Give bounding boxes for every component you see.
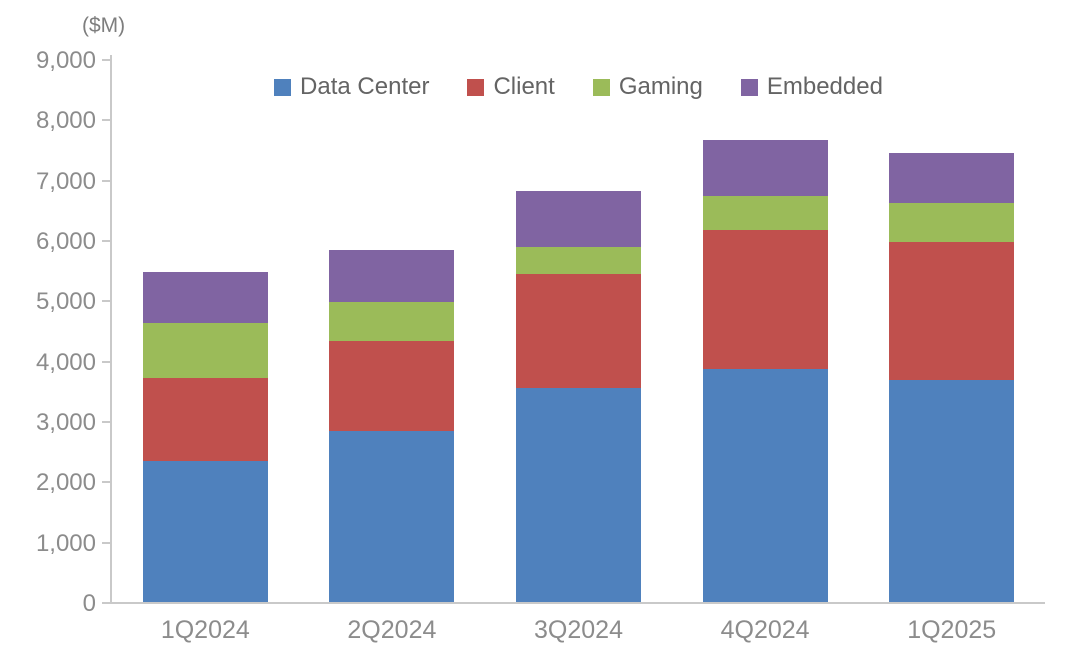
bar-segment-data-center-4q2024 [702,369,828,602]
x-axis-label: 3Q2024 [534,616,623,644]
y-axis-tick-label: 5,000 [35,288,96,316]
legend-label: Data Center [300,73,430,100]
bar-segment-client-1q2024 [142,378,268,461]
legend-label: Embedded [766,73,883,100]
bar-segment-embedded-4q2024 [702,139,828,196]
legend-item-data-center: Data Center [274,75,429,99]
legend-item-gaming: Gaming [592,73,703,100]
bar-stack-1q2025 [889,0,1015,602]
bar-segment-embedded-1q2025 [889,153,1015,203]
legend-swatch-data-center [274,78,292,96]
y-axis-line [110,55,112,604]
y-axis-unit-label: ($M) [82,14,126,37]
x-axis-label: 4Q2024 [720,616,810,644]
legend-swatch-client [467,78,485,96]
bar-segment-data-center-1q2025 [889,380,1015,602]
y-axis-tick-label: 9,000 [35,47,96,74]
bar-stack-2q2024 [329,0,455,602]
bar-segment-data-center-2q2024 [329,431,455,602]
y-axis-tick [102,421,110,423]
y-axis-tick [102,481,110,484]
x-axis-line [110,602,1045,604]
y-axis-tick-label: 4,000 [35,348,96,376]
y-axis-tick [102,360,110,363]
legend-item-embedded: Embedded [740,73,883,100]
bar-segment-client-2q2024 [329,340,455,431]
y-axis-tick [102,119,110,122]
legend-swatch-gaming [592,78,610,96]
bar-segment-gaming-2q2024 [329,301,455,341]
bar-segment-client-4q2024 [702,229,828,370]
bar-segment-client-1q2025 [889,241,1015,381]
y-axis-tick [102,240,110,242]
y-axis-tick [102,179,110,182]
bar-stack-1q2024 [142,0,268,602]
y-axis-tick-label: 0 [82,590,96,617]
bar-segment-embedded-1q2024 [142,271,268,323]
y-axis-tick-label: 8,000 [35,107,96,135]
bar-segment-data-center-1q2024 [142,461,268,602]
bar-segment-data-center-3q2024 [516,387,641,602]
bar-segment-gaming-1q2024 [142,322,268,379]
bar-stack-3q2024 [516,0,641,602]
y-axis-tick-label: 2,000 [35,469,96,497]
x-axis-label: 1Q2025 [907,616,997,644]
y-axis-tick-label: 6,000 [35,228,96,255]
bar-segment-client-3q2024 [516,274,641,388]
bar-segment-gaming-4q2024 [702,195,828,230]
y-axis-tick-label: 1,000 [35,529,96,557]
y-axis-tick-label: 7,000 [35,167,96,195]
bar-stack-4q2024 [702,0,828,602]
bar-segment-gaming-1q2025 [889,202,1015,242]
bar-segment-embedded-2q2024 [329,249,455,302]
legend-label: Gaming [618,73,703,100]
x-axis-label: 2Q2024 [347,616,437,644]
y-axis-tick-label: 3,000 [35,409,96,436]
y-axis-tick [102,300,110,303]
legend-item-client: Client [467,73,555,100]
y-axis-tick [102,59,110,61]
y-axis-tick [102,541,110,544]
bar-segment-embedded-3q2024 [516,190,641,247]
y-axis-tick [102,602,110,604]
bar-segment-gaming-3q2024 [516,246,641,275]
x-axis-label: 1Q2024 [160,616,250,644]
legend: Data Center Client Gaming Embedded [112,72,1045,102]
legend-label: Client [493,73,555,100]
legend-swatch-embedded [740,78,758,96]
